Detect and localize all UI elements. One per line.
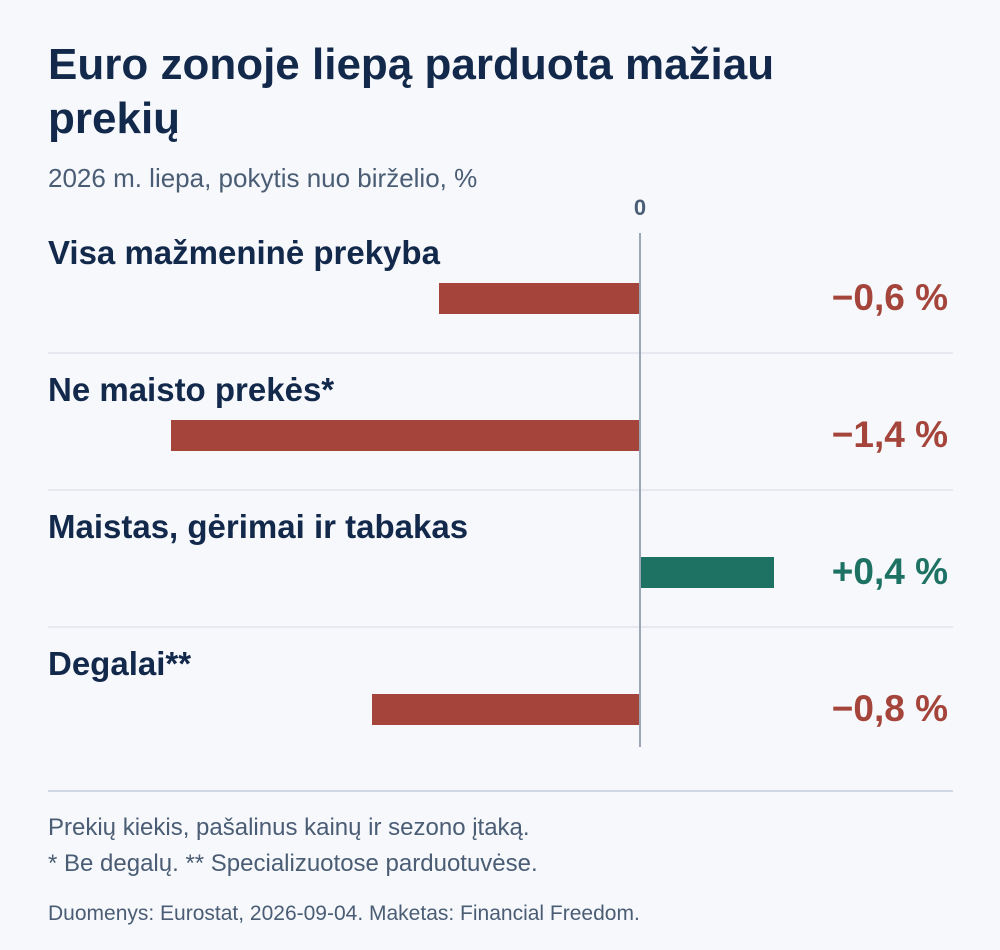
bar: [171, 420, 640, 451]
source-line: Duomenys: Eurostat, 2026-09-04. Maketas:…: [48, 902, 640, 925]
bar: [372, 694, 640, 725]
bar-chart: 0 Visa mažmeninė prekyba −0,6 % Ne maisto …: [48, 195, 953, 747]
footer-divider: [48, 790, 953, 792]
category-label: Degalai**: [48, 645, 191, 682]
footnote-method: Prekių kiekis, pašalinus kainų ir sezono…: [48, 814, 530, 841]
chart-rows: Visa mažmeninė prekyba −0,6 % Ne maisto pr…: [48, 234, 953, 729]
value-label: −0,8 %: [832, 688, 948, 729]
category-label: Visa mažmeninė prekyba: [48, 234, 441, 271]
zero-tick-label: 0: [634, 195, 646, 220]
chart-title: Euro zonoje liepą parduota mažiau prekių: [48, 40, 775, 143]
bar: [640, 557, 774, 588]
bar: [439, 283, 640, 314]
category-label: Maistas, gėrimai ir tabakas: [48, 508, 468, 545]
category-label: Ne maisto prekės*: [48, 371, 334, 408]
value-label: −0,6 %: [832, 277, 948, 318]
chart-subtitle: 2026 m. liepa, pokytis nuo birželio, %: [48, 163, 478, 193]
footnote-symbols: * Be degalų. ** Specializuotose parduotu…: [48, 850, 538, 877]
value-label: −1,4 %: [832, 414, 948, 455]
value-label: +0,4 %: [832, 551, 948, 592]
